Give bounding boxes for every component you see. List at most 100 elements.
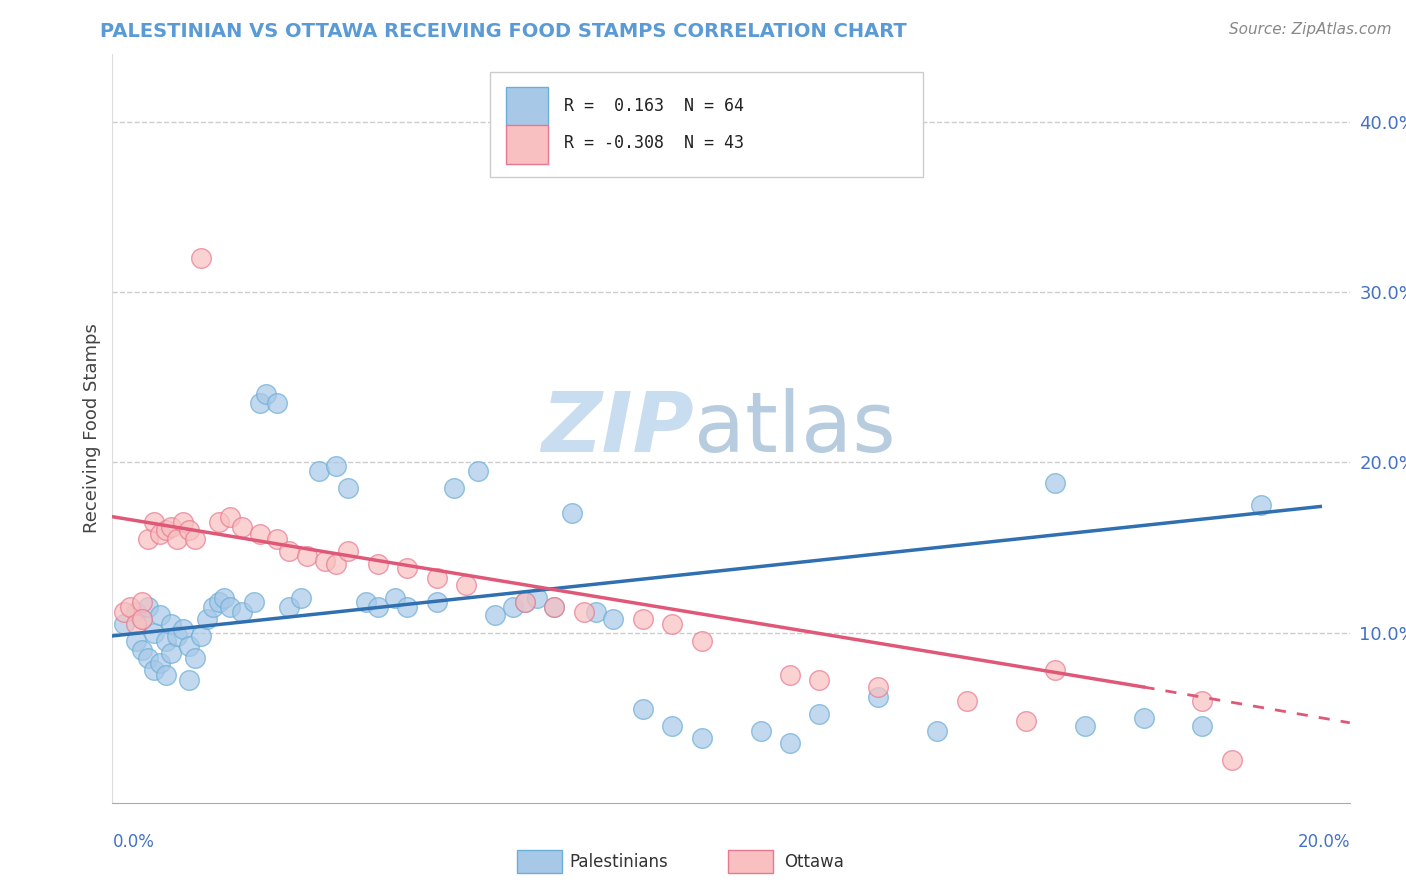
Point bbox=[396, 599, 419, 614]
Point bbox=[172, 622, 194, 636]
Point bbox=[337, 543, 360, 558]
Point bbox=[325, 458, 347, 473]
Point bbox=[290, 591, 312, 606]
Point bbox=[249, 526, 271, 541]
Point bbox=[1220, 753, 1243, 767]
Point bbox=[214, 591, 236, 606]
Point bbox=[190, 251, 212, 265]
Point bbox=[543, 599, 565, 614]
Point bbox=[231, 520, 253, 534]
Text: 20.0%: 20.0% bbox=[1298, 833, 1350, 851]
Point bbox=[443, 481, 465, 495]
Point bbox=[136, 532, 159, 546]
Point bbox=[425, 595, 447, 609]
Point bbox=[219, 509, 242, 524]
Point bbox=[120, 599, 142, 614]
Point bbox=[295, 549, 318, 563]
Point bbox=[177, 524, 200, 538]
Point bbox=[690, 634, 713, 648]
Point bbox=[201, 599, 224, 614]
Point bbox=[142, 515, 165, 529]
Point bbox=[602, 612, 624, 626]
Point bbox=[149, 608, 172, 623]
Point bbox=[1250, 498, 1272, 512]
Point bbox=[526, 591, 548, 606]
Point bbox=[190, 629, 212, 643]
Point bbox=[166, 532, 188, 546]
Point bbox=[142, 625, 165, 640]
Point bbox=[160, 617, 183, 632]
FancyBboxPatch shape bbox=[506, 87, 548, 126]
Point bbox=[631, 702, 654, 716]
Point bbox=[1073, 719, 1095, 733]
Point bbox=[325, 558, 347, 572]
Point bbox=[367, 558, 389, 572]
Point bbox=[513, 595, 536, 609]
Point bbox=[149, 526, 172, 541]
Point bbox=[231, 605, 253, 619]
Point bbox=[249, 395, 271, 409]
Point bbox=[172, 515, 194, 529]
Point bbox=[956, 693, 979, 707]
Point bbox=[868, 690, 890, 705]
Point bbox=[572, 605, 595, 619]
Point bbox=[808, 673, 831, 688]
Point bbox=[125, 605, 148, 619]
Text: Ottawa: Ottawa bbox=[785, 853, 845, 871]
Point bbox=[177, 673, 200, 688]
Point bbox=[502, 599, 524, 614]
Point bbox=[749, 724, 772, 739]
Point bbox=[136, 599, 159, 614]
Point bbox=[184, 532, 207, 546]
Text: R =  0.163  N = 64: R = 0.163 N = 64 bbox=[564, 97, 744, 115]
Point bbox=[278, 599, 301, 614]
Point bbox=[112, 605, 135, 619]
Point bbox=[585, 605, 607, 619]
Point bbox=[112, 617, 135, 632]
Y-axis label: Receiving Food Stamps: Receiving Food Stamps bbox=[83, 323, 101, 533]
Point bbox=[314, 554, 336, 568]
Point bbox=[155, 668, 177, 682]
Point bbox=[1015, 714, 1038, 728]
Point bbox=[266, 532, 288, 546]
Point bbox=[160, 520, 183, 534]
Text: R = -0.308  N = 43: R = -0.308 N = 43 bbox=[564, 135, 744, 153]
Point bbox=[131, 595, 153, 609]
Point bbox=[513, 595, 536, 609]
Point bbox=[266, 395, 288, 409]
FancyBboxPatch shape bbox=[489, 72, 922, 178]
Text: atlas: atlas bbox=[695, 388, 896, 468]
Point bbox=[207, 595, 229, 609]
Text: Source: ZipAtlas.com: Source: ZipAtlas.com bbox=[1229, 22, 1392, 37]
Point bbox=[396, 561, 419, 575]
Point bbox=[125, 617, 148, 632]
Point bbox=[561, 506, 583, 520]
Text: 0.0%: 0.0% bbox=[112, 833, 155, 851]
Point bbox=[384, 591, 406, 606]
Point bbox=[160, 646, 183, 660]
Point bbox=[454, 578, 477, 592]
Point bbox=[184, 651, 207, 665]
FancyBboxPatch shape bbox=[506, 125, 548, 163]
Point bbox=[425, 571, 447, 585]
Point bbox=[142, 663, 165, 677]
Point bbox=[195, 612, 218, 626]
Point bbox=[155, 634, 177, 648]
Text: Palestinians: Palestinians bbox=[569, 853, 668, 871]
Point bbox=[690, 731, 713, 745]
Point bbox=[155, 524, 177, 538]
Point bbox=[149, 656, 172, 670]
Point bbox=[927, 724, 949, 739]
Point bbox=[136, 651, 159, 665]
Point bbox=[1132, 711, 1154, 725]
Point bbox=[131, 642, 153, 657]
Point bbox=[543, 599, 565, 614]
Point bbox=[1043, 475, 1066, 490]
Point bbox=[354, 595, 377, 609]
Point bbox=[631, 612, 654, 626]
Point bbox=[661, 617, 683, 632]
Point bbox=[1191, 719, 1213, 733]
Point bbox=[779, 668, 801, 682]
Point bbox=[177, 639, 200, 653]
Point bbox=[808, 707, 831, 722]
